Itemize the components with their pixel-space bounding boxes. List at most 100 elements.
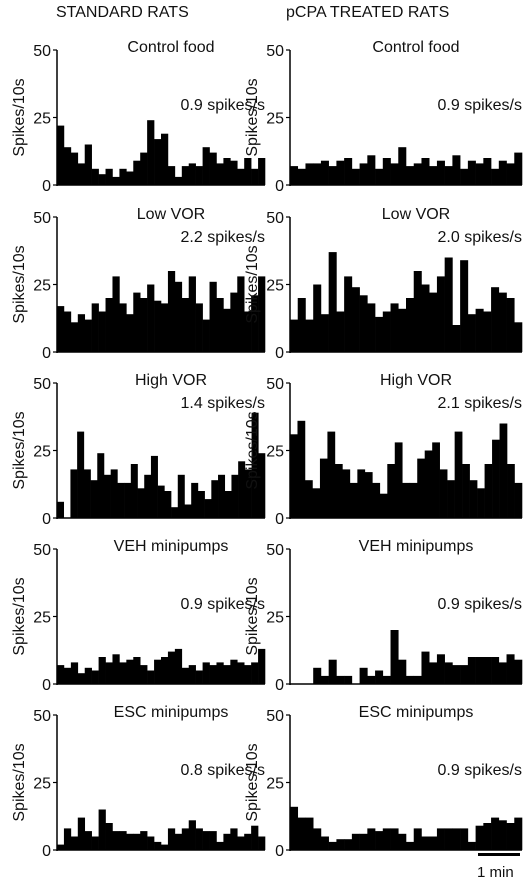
histogram-bar bbox=[154, 659, 162, 684]
histogram-bar bbox=[432, 442, 440, 518]
histogram-bar bbox=[211, 480, 219, 518]
histogram-bar bbox=[147, 670, 155, 684]
firing-rate-label: 2.2 spikes/s bbox=[181, 229, 265, 246]
y-tick-label: 50 bbox=[33, 708, 51, 725]
y-tick-label: 0 bbox=[275, 677, 284, 694]
histogram-bar bbox=[244, 833, 252, 850]
histogram-bar bbox=[382, 311, 391, 352]
histogram-bar bbox=[119, 831, 127, 850]
y-tick-label: 0 bbox=[42, 511, 51, 528]
histogram-bar bbox=[452, 325, 461, 352]
histogram-bar bbox=[483, 657, 492, 684]
histogram-bar bbox=[491, 168, 500, 185]
histogram-bar bbox=[313, 667, 322, 684]
histogram-bar bbox=[351, 168, 360, 185]
histogram-bar bbox=[344, 276, 353, 352]
histogram-bar bbox=[223, 308, 231, 352]
histogram-bar bbox=[375, 670, 384, 684]
firing-rate-label: 0.9 spikes/s bbox=[438, 97, 522, 114]
histogram-bar bbox=[112, 831, 120, 850]
histogram-bar bbox=[357, 469, 366, 518]
histogram-bar bbox=[424, 450, 433, 518]
y-tick-label: 0 bbox=[275, 345, 284, 362]
histogram-bar bbox=[167, 828, 176, 850]
y-axis-label: Spikes/10s bbox=[11, 743, 28, 821]
histogram-bar bbox=[351, 833, 360, 850]
histogram-bar bbox=[469, 480, 478, 518]
histogram-bar bbox=[70, 662, 79, 684]
histogram-bar bbox=[209, 281, 217, 352]
histogram-bar bbox=[218, 474, 226, 518]
histogram-bar bbox=[359, 833, 368, 850]
histogram-bar bbox=[112, 276, 120, 352]
histogram-bar bbox=[406, 841, 415, 850]
histogram-bar bbox=[63, 147, 72, 185]
y-tick-label: 25 bbox=[266, 278, 284, 295]
histogram-bar bbox=[181, 166, 190, 185]
panel-title: Low VOR bbox=[382, 206, 450, 223]
histogram-bar bbox=[84, 831, 92, 850]
histogram-bar bbox=[460, 665, 469, 684]
histogram-bar bbox=[375, 168, 384, 185]
histogram-bar bbox=[91, 670, 99, 684]
histogram-bar bbox=[237, 836, 245, 850]
y-axis-label: Spikes/10s bbox=[244, 577, 261, 655]
histogram-bar bbox=[328, 659, 337, 684]
histogram-bar bbox=[394, 442, 403, 518]
histogram-bar bbox=[413, 675, 422, 684]
histogram-bar bbox=[409, 482, 418, 518]
histogram-bar bbox=[181, 667, 190, 684]
histogram-panel: 0 25 50 Spikes/10s Low VOR 2.2 spikes/s bbox=[11, 206, 266, 362]
histogram-bar bbox=[230, 828, 238, 850]
histogram-bar bbox=[499, 423, 508, 518]
histogram-bar bbox=[313, 163, 322, 185]
histogram-bar bbox=[209, 831, 217, 850]
histogram-bar bbox=[436, 276, 445, 352]
histogram-bar bbox=[137, 488, 145, 518]
histogram-bar bbox=[97, 453, 105, 518]
histogram-bar bbox=[460, 168, 469, 185]
histogram-bar bbox=[251, 825, 259, 850]
firing-rate-label: 0.9 spikes/s bbox=[181, 97, 265, 114]
histogram-bar bbox=[436, 160, 445, 185]
histogram-bar bbox=[105, 168, 113, 185]
histogram-bar bbox=[184, 504, 192, 518]
panel-title: Low VOR bbox=[137, 206, 205, 223]
histogram-bar bbox=[251, 662, 259, 684]
histogram-bar bbox=[161, 657, 169, 684]
histogram-bar bbox=[63, 311, 72, 352]
histogram-bar bbox=[140, 831, 148, 850]
histogram-bar bbox=[91, 836, 99, 850]
y-tick-label: 25 bbox=[266, 111, 284, 128]
histogram-bar bbox=[244, 158, 252, 185]
histogram-bar bbox=[70, 322, 79, 352]
y-tick-label: 50 bbox=[266, 542, 284, 559]
histogram-bar bbox=[204, 499, 212, 518]
histogram-bar bbox=[413, 163, 422, 185]
firing-rate-label: 0.9 spikes/s bbox=[438, 596, 522, 613]
histogram-bar bbox=[290, 319, 299, 352]
histogram-bar bbox=[444, 662, 453, 684]
histogram-panel: 0 25 50 Spikes/10s VEH minipumps 0.9 spikes/s bbox=[244, 538, 523, 694]
histogram-bar bbox=[406, 675, 415, 684]
histogram-bar bbox=[188, 820, 196, 850]
histogram-bar bbox=[174, 648, 183, 684]
histogram-bar bbox=[57, 844, 65, 850]
column-header-pcpa-treated-rats: pCPA TREATED RATS bbox=[286, 4, 450, 21]
histogram-bar bbox=[475, 308, 484, 352]
histogram-bar bbox=[498, 820, 507, 850]
histogram-bar bbox=[251, 412, 259, 518]
histogram-bar bbox=[112, 654, 120, 684]
histogram-bar bbox=[313, 284, 322, 352]
histogram-bar bbox=[124, 482, 132, 518]
histogram-bar bbox=[367, 828, 376, 850]
histogram-bar bbox=[231, 474, 239, 518]
histogram-bar bbox=[313, 828, 322, 850]
panel-title: ESC minipumps bbox=[114, 704, 229, 721]
histogram-bar bbox=[147, 836, 155, 850]
y-tick-label: 25 bbox=[33, 444, 51, 461]
histogram-bar bbox=[312, 488, 321, 518]
histogram-bar bbox=[202, 662, 210, 684]
histogram-bar bbox=[444, 257, 453, 352]
histogram-bar bbox=[164, 491, 172, 518]
